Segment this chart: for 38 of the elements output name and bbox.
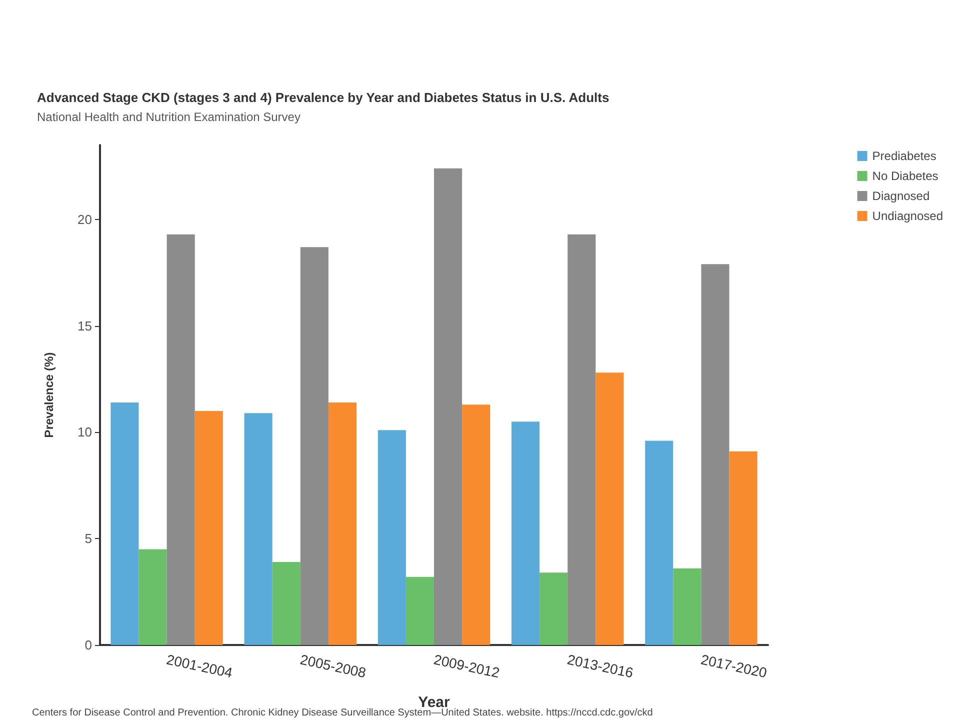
bar — [511, 422, 540, 645]
x-tick-label: 2001-2004 — [165, 651, 234, 681]
legend-label: Prediabetes — [872, 149, 936, 163]
bar — [138, 549, 167, 645]
x-tick-label: 2017-2020 — [700, 651, 768, 681]
x-tick-label: 2009-2012 — [432, 651, 502, 681]
x-tick-label: 2005-2008 — [298, 651, 368, 681]
y-tick-label: 10 — [78, 424, 92, 440]
bar — [701, 264, 730, 645]
legend-label: Diagnosed — [872, 189, 930, 203]
chart-subtitle: National Health and Nutrition Examination Survey — [37, 110, 300, 124]
bar — [645, 440, 674, 645]
bar — [406, 576, 434, 645]
y-tick-label: 0 — [84, 638, 92, 652]
bar — [462, 404, 490, 645]
bar — [729, 451, 758, 645]
text: Centers for Disease Control and Prevention. Chronic Kidney Disease Surveillance System—United States. website. https://nccd.cdc.gov/ckd — [32, 708, 653, 718]
y-tick-label: 20 — [78, 212, 92, 227]
bar — [272, 562, 300, 645]
bar — [540, 572, 568, 645]
y-tick-label: 5 — [84, 531, 92, 546]
bar — [166, 234, 195, 645]
bar — [110, 402, 139, 645]
bar — [244, 413, 272, 645]
bar — [568, 234, 596, 645]
y-axis-title: Prevalence (%) — [42, 352, 56, 438]
bar — [378, 430, 406, 645]
x-tick-label: 2013-2016 — [566, 651, 635, 681]
bar — [596, 372, 624, 645]
bar — [300, 247, 328, 645]
y-tick-label: 15 — [78, 318, 92, 334]
bar — [434, 168, 462, 645]
bar — [673, 568, 702, 645]
bar — [194, 410, 223, 645]
chart-title: Advanced Stage CKD (stages 3 and 4) Prevalence by Year and Diabetes Status in U.S. Adults — [37, 90, 610, 105]
legend-label: No Diabetes — [872, 169, 938, 183]
legend-label: Undiagnosed — [872, 209, 944, 223]
bar — [328, 402, 357, 645]
